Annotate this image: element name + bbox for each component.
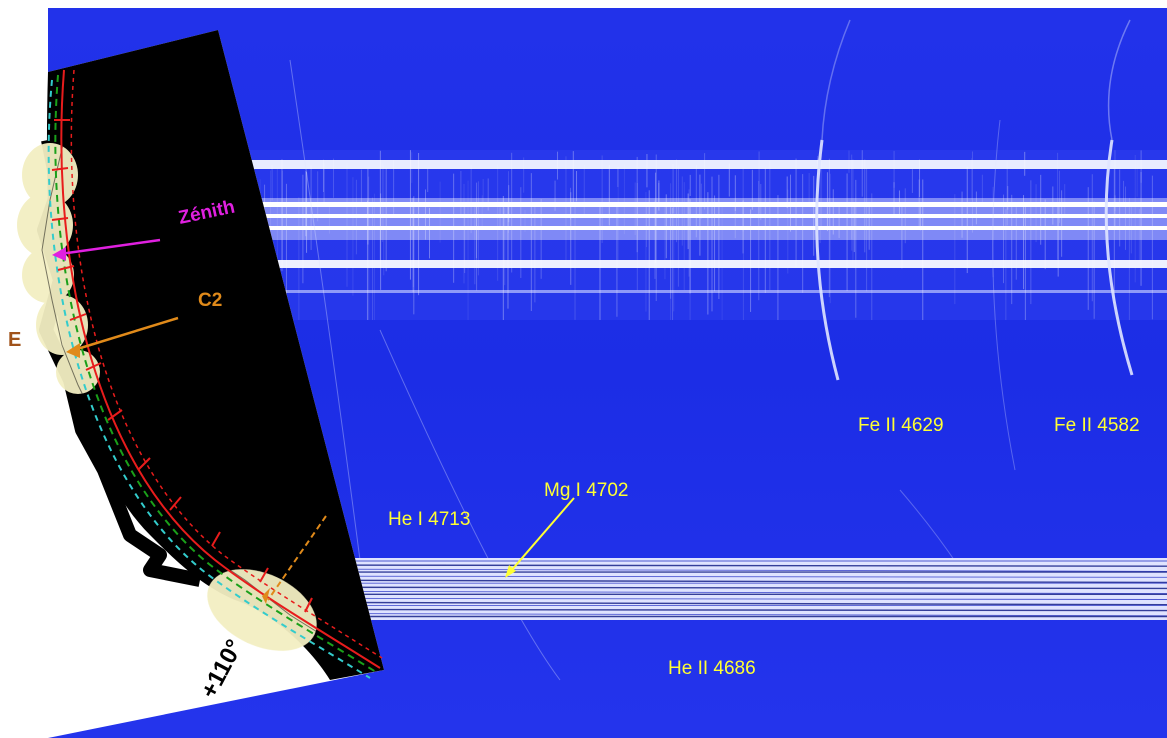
- spectral-arcs: [289, 19, 1134, 681]
- prominences: [17, 143, 317, 651]
- zenith-marker: [52, 238, 161, 261]
- label-mg-i-4702: Mg I 4702: [544, 480, 629, 501]
- label-fe-ii-4582: Fe II 4582: [1054, 415, 1140, 436]
- label-he-i-4713: He I 4713: [388, 509, 470, 530]
- limb-inset: [17, 30, 385, 738]
- label-east: E: [8, 329, 21, 351]
- label-he-ii-4686: He II 4686: [668, 658, 756, 679]
- mg-i-pointer: [505, 497, 575, 578]
- label-fe-ii-4629: Fe II 4629: [858, 415, 944, 436]
- upper-spectral-band: [250, 150, 1167, 320]
- label-c2: C2: [198, 290, 222, 311]
- c2-marker: [66, 316, 179, 358]
